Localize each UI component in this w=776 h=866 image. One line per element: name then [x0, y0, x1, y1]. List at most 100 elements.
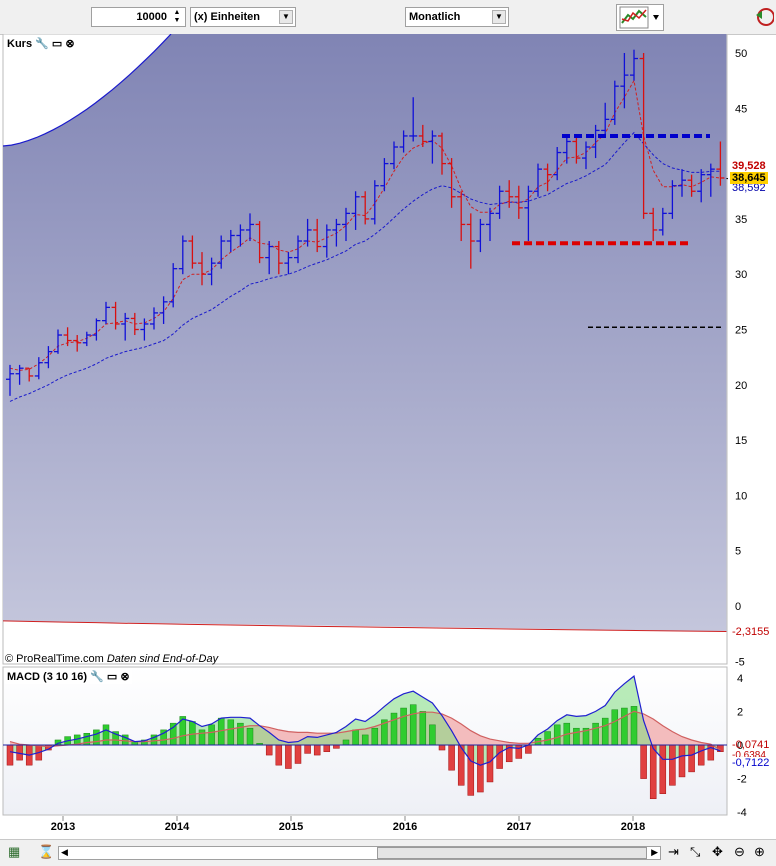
maximize-icon[interactable]: ▭ [51, 38, 63, 50]
ohlc-bar [505, 180, 514, 208]
ohlc-bar [265, 241, 274, 275]
scrollbar-thumb[interactable] [377, 847, 647, 859]
year-tick-label: 2017 [507, 821, 531, 833]
ohlc-bar [274, 241, 283, 275]
ohlc-bar [380, 158, 389, 192]
histogram-bar [515, 744, 523, 759]
macd-area [10, 676, 721, 766]
ohlc-bar [438, 132, 446, 175]
lower-curve [2, 620, 727, 632]
spin-arrows-icon[interactable]: ▲ ▼ [173, 9, 181, 24]
histogram-bar [688, 744, 695, 773]
ohlc-bar [390, 141, 398, 170]
macd-tick-label: -2 [737, 774, 747, 786]
macd-panel-header: MACD (3 10 16) 🔧 ▭ ⊗ [5, 669, 132, 684]
ohlc-bar [34, 357, 43, 380]
histogram-bar [93, 729, 100, 746]
histogram-bar [553, 724, 561, 746]
ohlc-bar [476, 218, 485, 253]
histogram-bar [313, 744, 321, 756]
close-icon[interactable]: ⊗ [65, 38, 75, 50]
histogram-bar [304, 744, 311, 754]
price-tick-label: 25 [735, 325, 747, 337]
ohlc-bar [63, 327, 72, 347]
chart-svg[interactable]: 50454035302520151050-5420-2-420132014201… [0, 33, 776, 839]
macd-panel-title: MACD (3 10 16) [7, 671, 88, 683]
histogram-bar [496, 744, 503, 769]
ohlc-bar [524, 185, 533, 242]
wrench-icon[interactable]: 🔧 [90, 671, 104, 683]
zoom-out-icon[interactable]: ⊖ [734, 844, 745, 859]
quantity-value[interactable]: 10000 [136, 11, 167, 23]
macd-hist-label: -0,0741 [732, 739, 770, 751]
add-indicator-button[interactable] [616, 4, 664, 31]
histogram-bar [438, 744, 446, 751]
price-tick-label: 30 [735, 269, 747, 281]
ohlc-bar [399, 130, 408, 153]
ohlc-bar [687, 174, 696, 197]
ohlc-bar [716, 141, 725, 186]
ohlc-bar [73, 335, 82, 352]
horizontal-scrollbar[interactable]: ◀ ▶ [58, 846, 661, 860]
histogram-bar [400, 707, 407, 746]
year-tick-label: 2013 [51, 821, 75, 833]
period-dropdown[interactable]: Monatlich ▼ [405, 7, 509, 27]
bottom-toolbar: ▦ ⌛ ◀ ▶ ⇥ ⤡ ✥ ⊖ ⊕ [0, 839, 776, 866]
histogram-bar [611, 709, 619, 746]
price-tick-label: 35 [735, 214, 747, 226]
ohlc-bar [54, 329, 62, 354]
price-tick-label: 45 [735, 103, 747, 115]
histogram-bar [342, 739, 350, 746]
zoom-fit-icon[interactable]: ⤡ [690, 844, 701, 859]
histogram-bar [294, 744, 302, 764]
pan-icon[interactable]: ✥ [712, 844, 723, 859]
ohlc-bar [697, 169, 706, 203]
auto-scroll-icon[interactable]: ⇥ [668, 844, 679, 859]
ohlc-bar [706, 163, 715, 197]
histogram-bar [169, 722, 177, 746]
ohlc-bar [217, 235, 226, 269]
maximize-icon[interactable]: ▭ [106, 671, 118, 683]
ohlc-bar [649, 207, 658, 242]
price-tick-label: 20 [735, 380, 747, 392]
scroll-left-icon[interactable]: ◀ [61, 847, 68, 857]
ohlc-bar [630, 49, 638, 81]
period-dropdown-label: Monatlich [409, 11, 461, 23]
chart-area[interactable]: 50454035302520151050-5420-2-420132014201… [0, 33, 776, 839]
upper-band-label: 39,528 [730, 160, 768, 172]
quantity-stepper[interactable]: 10000 ▲ ▼ [91, 7, 186, 27]
macd-signal-label: -0,6384 [732, 750, 766, 761]
scroll-right-icon[interactable]: ▶ [651, 847, 658, 857]
ohlc-bar [534, 163, 542, 197]
histogram-bar [371, 727, 379, 746]
ohlc-bar [130, 312, 139, 336]
ohlc-bar [639, 53, 648, 219]
close-icon[interactable]: ⊗ [120, 671, 130, 683]
wrench-icon[interactable]: 🔧 [35, 38, 49, 50]
last-price-label: 38,645 [730, 172, 768, 184]
upper-curve [2, 33, 172, 147]
ohlc-bar [610, 80, 619, 125]
chevron-down-icon[interactable]: ▼ [492, 10, 506, 24]
ohlc-bar [409, 97, 418, 142]
histogram-bar [486, 744, 494, 783]
ohlc-bar [342, 207, 350, 242]
histogram-bar [669, 744, 676, 786]
units-dropdown[interactable]: (x) Einheiten ▼ [190, 7, 296, 27]
zoom-in-icon[interactable]: ⊕ [754, 844, 765, 859]
ohlc-bar [15, 364, 24, 385]
timer-icon[interactable]: ⌛ [38, 844, 55, 859]
histogram-bar [189, 721, 196, 746]
ohlc-bar [351, 191, 360, 230]
histogram-bar [678, 744, 686, 778]
histogram-bar [419, 711, 427, 746]
chevron-down-icon[interactable]: ▼ [279, 10, 293, 24]
ohlc-bar [514, 185, 523, 219]
refresh-icon[interactable] [752, 5, 775, 29]
ohlc-bar [255, 221, 264, 264]
ohlc-bar [601, 102, 610, 136]
ohlc-bar [370, 180, 379, 225]
chart-settings-icon[interactable]: ▦ [8, 844, 21, 859]
histogram-bar [429, 724, 436, 746]
histogram-bar [102, 724, 110, 746]
